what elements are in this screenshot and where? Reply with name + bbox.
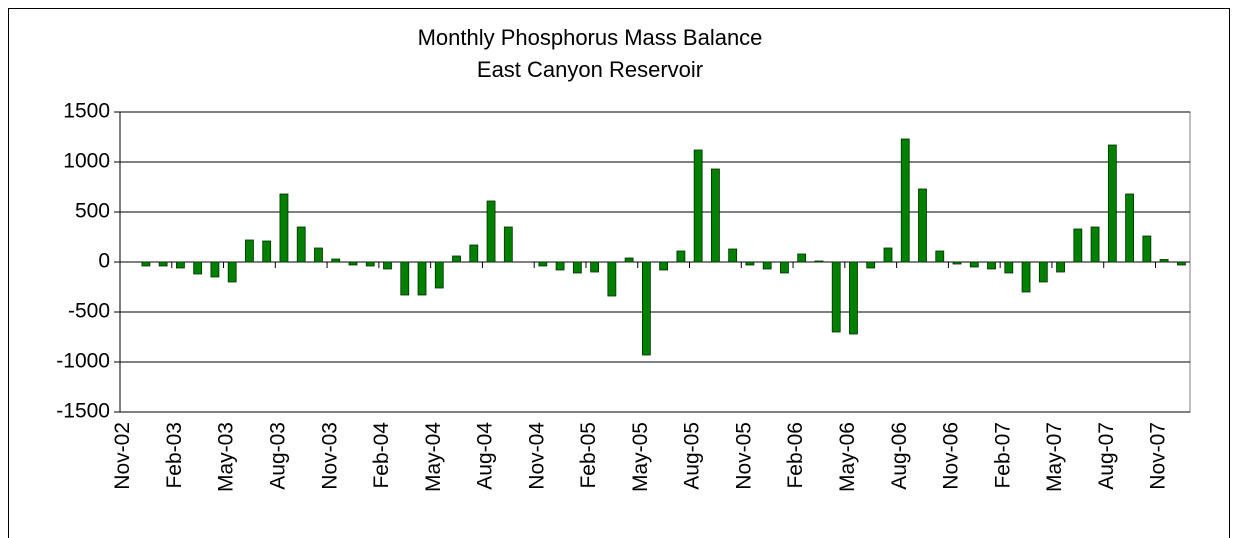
bar [745, 261, 755, 266]
bar [1107, 144, 1117, 263]
x-tick-label: Nov-07 [1147, 422, 1170, 490]
bar [780, 261, 789, 274]
bar [866, 261, 876, 269]
bar [348, 261, 358, 266]
bar [331, 258, 341, 263]
chart-frame [8, 8, 1230, 538]
x-tick-label: Aug-05 [681, 422, 704, 490]
bar [762, 261, 772, 270]
bar [365, 261, 375, 267]
bar [538, 261, 548, 267]
bar [245, 239, 254, 263]
bar [279, 193, 289, 263]
bar [849, 261, 858, 335]
x-tick-label: May-05 [629, 422, 652, 492]
chart-title: Monthly Phosphorus Mass Balance [418, 25, 763, 50]
x-tick-label: Nov-03 [318, 422, 341, 490]
bar [572, 261, 582, 274]
bar [1142, 235, 1152, 263]
bar [383, 261, 392, 270]
bar [227, 261, 237, 283]
bar [987, 261, 996, 270]
bar [452, 255, 461, 263]
bar [555, 261, 565, 271]
bar [486, 200, 496, 263]
bar [659, 261, 669, 271]
bar [158, 261, 168, 267]
bar [193, 261, 203, 275]
bar [883, 247, 893, 263]
x-tick-label: May-04 [422, 422, 445, 492]
x-tick-label: May-03 [215, 422, 238, 492]
x-tick-label: May-07 [1043, 422, 1066, 492]
bar [400, 261, 410, 296]
x-tick-label: Nov-04 [525, 422, 548, 490]
x-tick-label: May-06 [836, 422, 859, 492]
x-tick-label: Feb-06 [784, 422, 807, 489]
bar [417, 261, 427, 296]
bar [1159, 259, 1169, 263]
x-tick-label: Aug-07 [1095, 422, 1118, 490]
bar [969, 261, 979, 268]
bar [935, 250, 945, 263]
bar [434, 261, 444, 289]
bar [469, 244, 479, 263]
bar [952, 261, 962, 265]
x-tick-label: Aug-06 [888, 422, 911, 490]
x-tick-label: Nov-05 [732, 422, 755, 490]
bar [1021, 261, 1031, 293]
bar [900, 138, 910, 263]
bar [1125, 193, 1134, 263]
bar [1090, 226, 1100, 263]
bar [141, 261, 151, 267]
y-tick-label: 0 [98, 250, 110, 273]
bar [918, 188, 927, 263]
bar [814, 260, 824, 263]
bar [693, 149, 703, 263]
bar [676, 250, 686, 263]
y-tick-label: 500 [75, 200, 110, 223]
y-tick-label: -1500 [56, 400, 110, 423]
bar [728, 248, 738, 263]
x-tick-label: Feb-03 [163, 422, 186, 489]
bar [607, 261, 617, 297]
bar [176, 261, 185, 269]
bar [296, 226, 306, 263]
bar [1073, 228, 1083, 263]
bar [262, 240, 272, 263]
bar [1176, 261, 1186, 266]
x-tick-label: Nov-06 [940, 422, 963, 490]
x-tick-label: Aug-04 [474, 422, 497, 490]
bar [624, 257, 634, 263]
x-tick-label: Feb-07 [991, 422, 1014, 489]
bar [210, 261, 220, 278]
bar [503, 226, 513, 263]
bar [831, 261, 841, 333]
bar [641, 261, 651, 356]
x-tick-label: Aug-03 [266, 422, 289, 490]
bar [590, 261, 599, 273]
chart-subtitle: East Canyon Reservoir [477, 57, 703, 82]
y-tick-label: 1500 [63, 100, 110, 123]
bar [1056, 261, 1065, 273]
bar [711, 168, 720, 263]
y-tick-label: -1000 [56, 350, 110, 373]
x-tick-label: Nov-02 [111, 422, 134, 490]
bar [1038, 261, 1048, 283]
x-tick-label: Feb-04 [370, 422, 393, 489]
bar [314, 247, 323, 263]
x-tick-label: Feb-05 [577, 422, 600, 489]
y-tick-label: -500 [68, 300, 110, 323]
y-tick-label: 1000 [63, 150, 110, 173]
bar [1004, 261, 1014, 274]
bar [797, 253, 807, 263]
